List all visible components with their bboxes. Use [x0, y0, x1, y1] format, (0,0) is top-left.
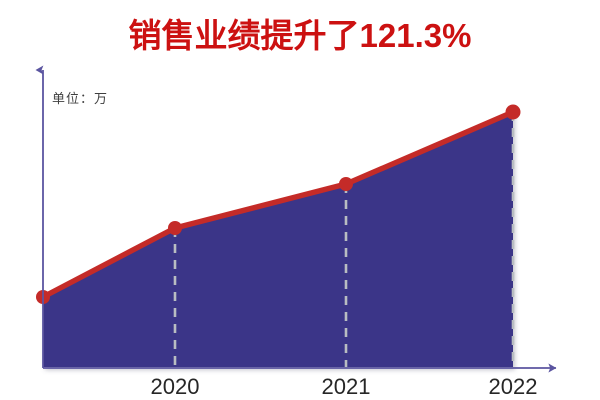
x-axis-tick-2020: 2020 — [150, 374, 200, 399]
page-title: 销售业绩提升了121.3% — [128, 17, 472, 54]
x-axis-tick-2022: 2022 — [488, 374, 538, 399]
area-fill-series — [43, 112, 513, 367]
data-point-marker[interactable] — [168, 221, 182, 235]
data-point-marker[interactable] — [505, 104, 521, 120]
y-axis-unit-label: 单位：万 — [52, 92, 109, 107]
x-axis-tick-2021: 2021 — [321, 374, 371, 399]
line-series-sales — [40, 109, 516, 300]
data-point-marker[interactable] — [339, 177, 353, 191]
